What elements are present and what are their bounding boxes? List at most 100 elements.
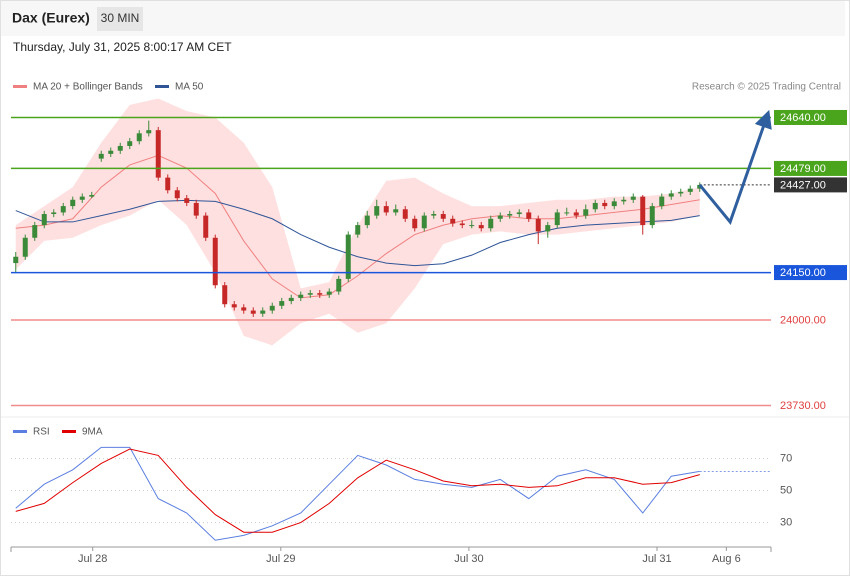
candle-body bbox=[241, 307, 247, 311]
y-tick-label: 30 bbox=[780, 517, 792, 529]
source: Research © 2025 Trading Central bbox=[692, 82, 841, 93]
y-tick-label: 50 bbox=[780, 485, 792, 497]
candle-body bbox=[298, 294, 304, 298]
candle-body bbox=[497, 215, 503, 219]
candle-body bbox=[41, 214, 47, 226]
candle-body bbox=[412, 218, 418, 229]
candle-body bbox=[374, 206, 380, 216]
candle-body bbox=[260, 310, 266, 314]
rsi-line bbox=[15, 446, 700, 541]
timeframe[interactable]: 30 MIN bbox=[101, 11, 140, 25]
rsi-line bbox=[15, 448, 700, 533]
legend-label: 9MA bbox=[82, 427, 103, 438]
level-label-box bbox=[774, 160, 847, 176]
candle-body bbox=[89, 195, 95, 197]
legend-label: MA 50 bbox=[175, 82, 204, 93]
level-label: 24150.00 bbox=[780, 267, 826, 279]
level-label: 24479.00 bbox=[780, 163, 826, 175]
legend-label: MA 20 + Bollinger Bands bbox=[33, 82, 143, 93]
candle-body bbox=[250, 310, 256, 314]
candle-body bbox=[60, 206, 66, 213]
level-label: 24640.00 bbox=[780, 112, 826, 124]
legend-swatch bbox=[62, 430, 76, 433]
candle-body bbox=[630, 196, 636, 200]
candle-body bbox=[478, 225, 484, 229]
chart-title: Dax (Eurex) bbox=[12, 10, 90, 26]
candle-body bbox=[554, 212, 560, 226]
candle-body bbox=[155, 130, 161, 178]
candle-body bbox=[32, 225, 38, 238]
candle-body bbox=[317, 293, 323, 295]
candle-body bbox=[678, 191, 684, 194]
candle-body bbox=[649, 206, 655, 226]
candle-body bbox=[355, 225, 361, 235]
candle-body bbox=[668, 193, 674, 197]
candle-body bbox=[535, 218, 541, 232]
x-tick-label: Jul 30 bbox=[454, 553, 483, 565]
candle-body bbox=[288, 297, 294, 302]
timeframe-box[interactable] bbox=[97, 7, 143, 31]
x-tick-label: Jul 29 bbox=[266, 553, 295, 565]
level-label-box bbox=[774, 177, 847, 193]
legend-swatch bbox=[13, 85, 27, 88]
y-tick-label: 70 bbox=[780, 453, 792, 465]
projection-arrow bbox=[698, 109, 772, 225]
candle-body bbox=[165, 177, 171, 191]
bollinger-band bbox=[15, 98, 700, 346]
candle-body bbox=[79, 196, 85, 200]
candle-body bbox=[526, 212, 532, 219]
level-label-box bbox=[774, 109, 847, 125]
candle-body bbox=[336, 278, 342, 292]
candle-body bbox=[687, 188, 693, 192]
candle-body bbox=[345, 234, 351, 279]
candle-body bbox=[193, 202, 199, 216]
candle-body bbox=[98, 153, 104, 159]
candle-body bbox=[117, 145, 123, 151]
candle-body bbox=[70, 199, 76, 207]
candle-body bbox=[440, 214, 446, 219]
candle-body bbox=[507, 214, 513, 216]
candle-body bbox=[402, 209, 408, 219]
candle-body bbox=[22, 237, 28, 257]
candle-body bbox=[545, 225, 551, 232]
x-tick-label: Jul 28 bbox=[78, 553, 107, 565]
candle-body bbox=[231, 304, 237, 308]
candle-body bbox=[222, 285, 228, 305]
level-label: 23730.00 bbox=[780, 400, 826, 412]
candle-body bbox=[326, 291, 332, 295]
candle-body bbox=[488, 218, 494, 229]
candle-body bbox=[611, 201, 617, 207]
candle-body bbox=[51, 212, 57, 215]
candle-body bbox=[564, 212, 570, 214]
candle-body bbox=[383, 206, 389, 213]
candle-body bbox=[174, 190, 180, 199]
candle-body bbox=[469, 225, 475, 227]
ma50-line bbox=[15, 199, 700, 267]
candle-body bbox=[431, 214, 437, 216]
candle-body bbox=[108, 150, 114, 154]
candle-body bbox=[602, 202, 608, 207]
legend-swatch bbox=[13, 430, 27, 433]
candle-body bbox=[212, 237, 218, 286]
candle-body bbox=[583, 209, 589, 216]
candle-body bbox=[13, 256, 19, 264]
candle-body bbox=[393, 209, 399, 213]
candle-body bbox=[269, 305, 275, 311]
candle-body bbox=[450, 218, 456, 224]
candle-body bbox=[364, 215, 370, 226]
level-label-box bbox=[774, 265, 847, 281]
candle-body bbox=[127, 141, 133, 146]
candle-body bbox=[136, 133, 142, 142]
candle-body bbox=[307, 293, 313, 295]
legend-label: RSI bbox=[33, 427, 50, 438]
candle-body bbox=[573, 212, 579, 216]
x-tick-label: Jul 31 bbox=[642, 553, 671, 565]
candle-body bbox=[621, 199, 627, 202]
legend-swatch bbox=[155, 85, 169, 88]
x-tick-label: Aug 6 bbox=[712, 553, 741, 565]
candle-body bbox=[592, 202, 598, 210]
candle-body bbox=[459, 223, 465, 226]
candle-body bbox=[184, 198, 190, 203]
